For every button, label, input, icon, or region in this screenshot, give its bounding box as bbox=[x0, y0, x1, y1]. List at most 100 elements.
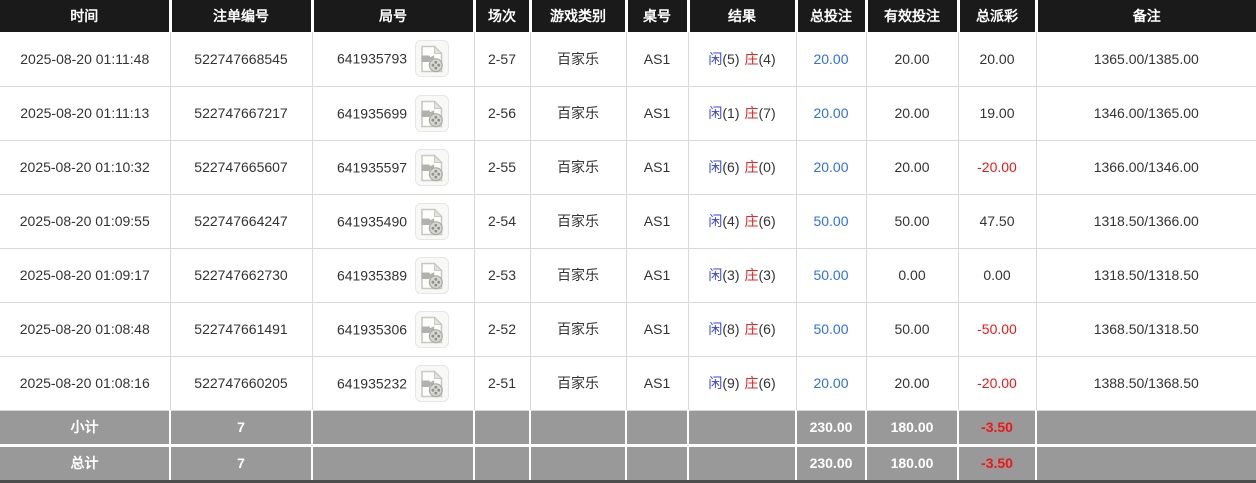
subtotal-total-bet: 230.00 bbox=[796, 409, 867, 445]
cell-empty bbox=[626, 443, 689, 480]
cell-round-id: 641935389 bbox=[312, 248, 475, 303]
cell-bet-id: 522747662730 bbox=[170, 248, 313, 303]
cell-empty bbox=[530, 409, 627, 445]
cell-session: 2-55 bbox=[474, 140, 531, 195]
cell-bet-id: 522747664247 bbox=[170, 194, 313, 249]
banker-result-label: 庄 bbox=[744, 375, 759, 391]
table-row: 2025-08-20 01:10:32 522747665607 6419355… bbox=[0, 140, 1256, 195]
cell-round-id: 641935793 bbox=[312, 32, 475, 87]
cell-time: 2025-08-20 01:11:13 bbox=[0, 86, 171, 141]
cell-empty bbox=[312, 409, 475, 445]
cell-table-id: AS1 bbox=[626, 140, 689, 195]
banker-result-value: (0) bbox=[758, 159, 776, 175]
banker-result-value: (6) bbox=[758, 213, 776, 229]
cell-total-bet: 20.00 bbox=[796, 86, 867, 141]
total-label: 总计 bbox=[0, 443, 171, 480]
cell-payout: 19.00 bbox=[958, 86, 1037, 141]
table-header-row: 时间 注单编号 局号 场次 游戏类别 桌号 结果 总投注 有效投注 总派彩 备注 bbox=[0, 0, 1256, 32]
cell-table-id: AS1 bbox=[626, 194, 689, 249]
cell-result: 闲(5) 庄(4) bbox=[688, 32, 797, 87]
player-result-label: 闲 bbox=[708, 105, 723, 121]
banker-result-value: (7) bbox=[758, 105, 776, 121]
table-row: 2025-08-20 01:08:48 522747661491 6419353… bbox=[0, 302, 1256, 357]
table-row: 2025-08-20 01:11:48 522747668545 6419357… bbox=[0, 32, 1256, 87]
table-row: 2025-08-20 01:08:16 522747660205 6419352… bbox=[0, 356, 1256, 411]
cell-empty bbox=[626, 409, 689, 445]
cell-payout: 47.50 bbox=[958, 194, 1037, 249]
total-count: 7 bbox=[170, 443, 313, 480]
cell-result: 闲(8) 庄(6) bbox=[688, 302, 797, 357]
subtotal-label: 小计 bbox=[0, 409, 171, 445]
cell-table-id: AS1 bbox=[626, 356, 689, 411]
subtotal-remark bbox=[1036, 409, 1256, 445]
cell-result: 闲(6) 庄(0) bbox=[688, 140, 797, 195]
video-replay-button[interactable] bbox=[415, 40, 450, 78]
cell-time: 2025-08-20 01:09:17 bbox=[0, 248, 171, 303]
video-replay-button[interactable] bbox=[415, 94, 450, 132]
video-replay-button[interactable] bbox=[415, 256, 450, 294]
cell-valid-bet: 20.00 bbox=[866, 140, 959, 195]
video-replay-button[interactable] bbox=[415, 202, 450, 240]
player-result-label: 闲 bbox=[708, 159, 723, 175]
cell-remark: 1346.00/1365.00 bbox=[1036, 86, 1256, 141]
video-replay-button[interactable] bbox=[415, 310, 450, 348]
cell-game-type: 百家乐 bbox=[530, 32, 627, 87]
cell-total-bet: 50.00 bbox=[796, 248, 867, 303]
cell-round-id: 641935490 bbox=[312, 194, 475, 249]
cell-game-type: 百家乐 bbox=[530, 356, 627, 411]
cell-remark: 1318.50/1366.00 bbox=[1036, 194, 1256, 249]
player-result-value: (6) bbox=[722, 159, 740, 175]
col-header-payout: 总派彩 bbox=[956, 0, 1038, 32]
col-header-session: 场次 bbox=[472, 0, 532, 32]
cell-session: 2-52 bbox=[474, 302, 531, 357]
video-file-icon bbox=[421, 207, 443, 235]
col-header-total-bet: 总投注 bbox=[794, 0, 868, 32]
col-header-remark: 备注 bbox=[1034, 0, 1256, 32]
subtotal-valid-bet: 180.00 bbox=[866, 409, 959, 445]
player-result-label: 闲 bbox=[708, 375, 723, 391]
banker-result-label: 庄 bbox=[744, 50, 759, 67]
cell-payout: -50.00 bbox=[958, 302, 1037, 357]
total-remark bbox=[1036, 443, 1256, 480]
banker-result-value: (3) bbox=[758, 267, 776, 283]
cell-round-id: 641935699 bbox=[312, 86, 475, 141]
cell-empty bbox=[688, 409, 797, 445]
player-result-value: (1) bbox=[722, 105, 740, 121]
cell-result: 闲(3) 庄(3) bbox=[688, 248, 797, 303]
cell-remark: 1318.50/1318.50 bbox=[1036, 248, 1256, 303]
cell-game-type: 百家乐 bbox=[530, 248, 627, 303]
cell-table-id: AS1 bbox=[626, 86, 689, 141]
cell-remark: 1366.00/1346.00 bbox=[1036, 140, 1256, 195]
video-file-icon bbox=[421, 315, 443, 343]
cell-total-bet: 50.00 bbox=[796, 194, 867, 249]
round-number: 641935793 bbox=[336, 50, 408, 67]
cell-valid-bet: 50.00 bbox=[866, 302, 959, 357]
player-result-value: (5) bbox=[722, 50, 740, 67]
round-number: 641935597 bbox=[336, 159, 408, 175]
cell-empty bbox=[530, 443, 627, 480]
cell-remark: 1365.00/1385.00 bbox=[1036, 32, 1256, 87]
cell-payout: -20.00 bbox=[958, 356, 1037, 411]
player-result-value: (4) bbox=[722, 213, 740, 229]
banker-result-value: (6) bbox=[758, 375, 776, 391]
player-result-label: 闲 bbox=[708, 213, 723, 229]
cell-session: 2-54 bbox=[474, 194, 531, 249]
cell-game-type: 百家乐 bbox=[530, 140, 627, 195]
video-replay-button[interactable] bbox=[415, 148, 450, 186]
cell-empty bbox=[312, 443, 475, 480]
cell-remark: 1368.50/1318.50 bbox=[1036, 302, 1256, 357]
cell-remark: 1388.50/1368.50 bbox=[1036, 356, 1256, 411]
video-replay-button[interactable] bbox=[415, 364, 450, 402]
total-valid-bet: 180.00 bbox=[866, 443, 959, 480]
cell-total-bet: 20.00 bbox=[796, 140, 867, 195]
cell-round-id: 641935597 bbox=[312, 140, 475, 195]
subtotal-row: 小计 7 230.00 180.00 -3.50 bbox=[0, 409, 1256, 445]
col-header-round-id: 局号 bbox=[310, 0, 476, 32]
col-header-valid-bet: 有效投注 bbox=[864, 0, 960, 32]
round-number: 641935306 bbox=[336, 321, 408, 337]
cell-time: 2025-08-20 01:08:48 bbox=[0, 302, 171, 357]
col-header-result: 结果 bbox=[686, 0, 798, 32]
cell-result: 闲(4) 庄(6) bbox=[688, 194, 797, 249]
cell-time: 2025-08-20 01:08:16 bbox=[0, 356, 171, 411]
